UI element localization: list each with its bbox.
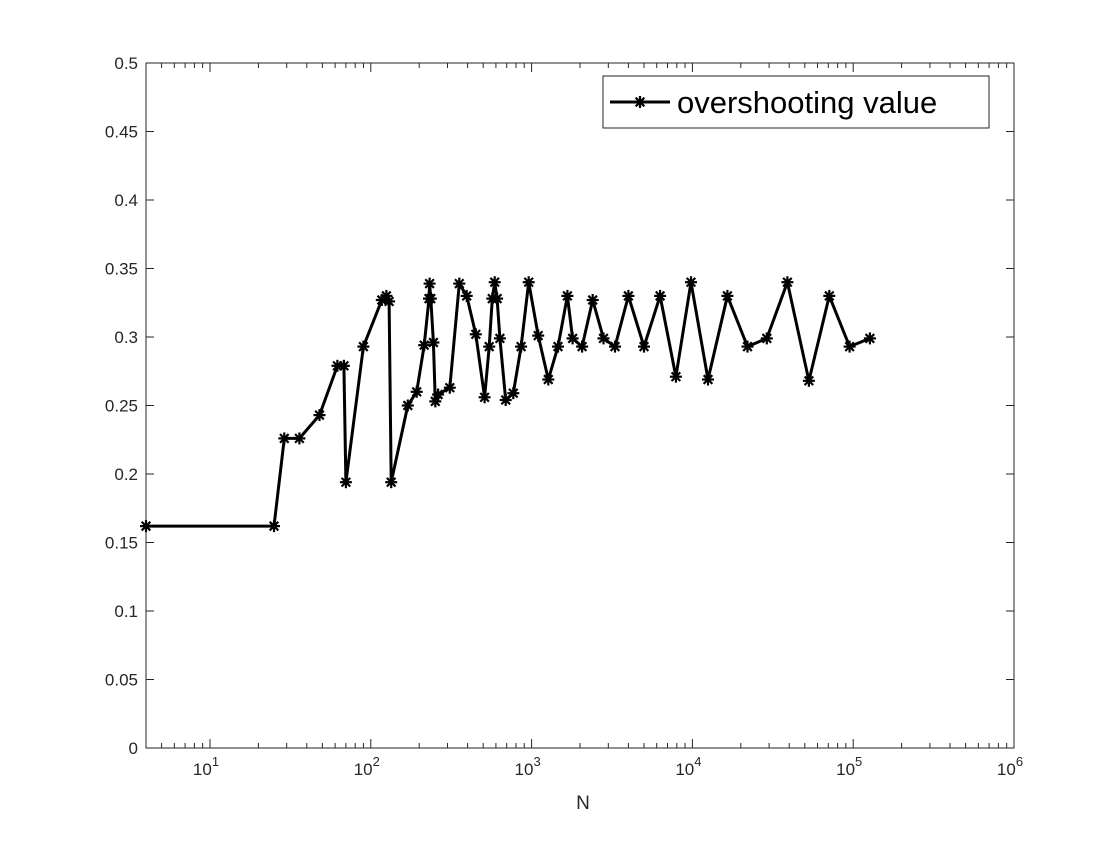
- data-point: [843, 340, 856, 353]
- y-tick-label: 0.4: [114, 191, 138, 210]
- data-point: [339, 476, 352, 489]
- data-point: [460, 289, 473, 302]
- data-point: [478, 391, 491, 404]
- data-point: [140, 520, 152, 533]
- data-point: [483, 340, 496, 353]
- data-point: [823, 289, 836, 302]
- data-point: [802, 374, 815, 387]
- legend-label: overshooting value: [677, 85, 937, 120]
- data-point: [586, 294, 599, 306]
- data-point: [401, 399, 414, 412]
- data-point: [532, 329, 545, 342]
- data-point: [432, 388, 445, 401]
- data-point: [491, 292, 504, 305]
- data-point: [268, 520, 280, 533]
- data-point: [424, 292, 437, 305]
- x-tick-label: 103: [515, 754, 541, 779]
- legend: overshooting value: [602, 75, 990, 129]
- y-tick-label: 0.3: [114, 328, 138, 347]
- data-point: [669, 370, 682, 383]
- data-point: [702, 373, 714, 386]
- data-point: [293, 432, 306, 445]
- data-point: [721, 289, 734, 302]
- data-point: [488, 276, 501, 289]
- plot-area: [140, 276, 876, 533]
- y-tick-label: 0.5: [114, 54, 138, 73]
- axes: 0 0.05 0.1 0.15 0.2 0.25 0.3 0.35 0.4 0.45 0.5 101 1…: [105, 54, 1023, 814]
- data-point: [576, 340, 589, 353]
- data-point: [781, 276, 794, 289]
- y-tick-label: 0.25: [105, 397, 138, 416]
- data-point: [418, 339, 431, 352]
- x-tick-label: 102: [354, 754, 380, 779]
- series-line: [146, 280, 871, 528]
- y-tick-label: 0.45: [105, 123, 138, 142]
- data-point: [597, 332, 610, 345]
- y-tick-label: 0.35: [105, 260, 138, 279]
- data-point: [561, 289, 574, 302]
- y-tick-label: 0: [129, 739, 138, 758]
- x-tick-label: 101: [193, 754, 219, 779]
- data-point: [423, 277, 436, 290]
- data-point: [427, 336, 440, 349]
- x-tick-label: 104: [675, 754, 701, 779]
- data-point: [638, 340, 650, 353]
- data-point: [552, 340, 564, 353]
- data-point: [622, 289, 635, 302]
- data-point: [443, 381, 456, 394]
- y-tick-label: 0.2: [114, 465, 138, 484]
- data-point: [383, 295, 396, 308]
- data-point: [357, 340, 370, 353]
- data-point: [507, 387, 520, 400]
- data-point: [609, 340, 621, 353]
- y-tick-label: 0.05: [105, 671, 138, 690]
- x-tick-label: 105: [836, 754, 862, 779]
- data-point: [337, 359, 350, 372]
- data-point: [566, 332, 579, 345]
- data-point: [741, 340, 754, 353]
- legend-marker: [634, 96, 646, 108]
- data-point: [410, 385, 423, 398]
- data-point: [385, 476, 398, 489]
- data-point: [522, 276, 535, 289]
- data-point: [313, 409, 326, 422]
- data-point: [654, 289, 667, 302]
- data-point: [278, 432, 291, 445]
- data-point: [542, 373, 555, 386]
- data-point: [685, 276, 697, 289]
- data-point: [493, 332, 506, 345]
- data-point: [469, 328, 482, 341]
- data-point: [453, 277, 466, 290]
- data-point: [515, 340, 528, 353]
- x-tick-label: 106: [997, 754, 1023, 779]
- data-point: [863, 332, 876, 345]
- plot-frame: [145, 62, 1015, 749]
- y-tick-label: 0.1: [114, 602, 138, 621]
- data-point: [760, 332, 773, 345]
- x-axis-label: N: [576, 793, 590, 814]
- y-tick-label: 0.15: [105, 534, 138, 553]
